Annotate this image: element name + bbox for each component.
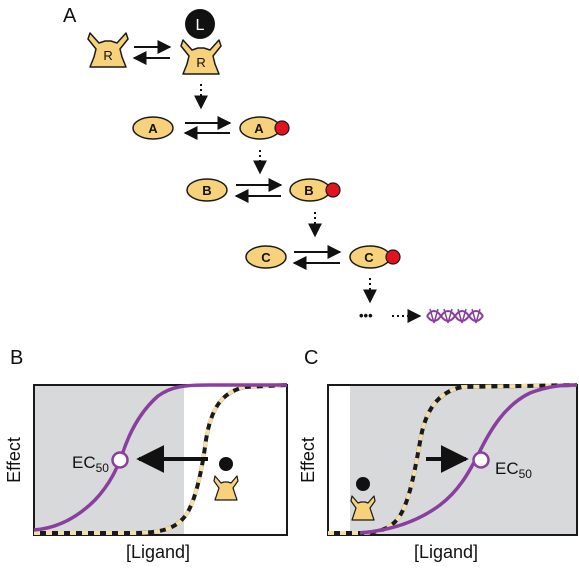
- dna-helix-icon: [426, 308, 484, 324]
- plot-c: EC50: [327, 383, 578, 536]
- kinase-b-label: B: [202, 183, 211, 198]
- ec50-marker-c: [472, 451, 490, 469]
- phosphate-b-icon: [325, 182, 341, 198]
- kinase-a-row: A A: [132, 116, 290, 140]
- kinase-c-active-label: C: [364, 250, 374, 265]
- axis-ylabel-b: Effect: [4, 437, 24, 483]
- receptor-label: R: [103, 48, 112, 63]
- kinase-c-inactive: [245, 245, 287, 269]
- ec50-marker-b: [111, 451, 129, 469]
- plot-b: EC50: [33, 383, 288, 536]
- kinase-b-inactive: [186, 178, 228, 202]
- ligand-icon: L: [185, 9, 215, 39]
- kinase-b-row: B B: [186, 178, 341, 203]
- axis-ylabel-c: Effect: [298, 437, 318, 483]
- phosphate-a-icon: [274, 120, 290, 136]
- kinase-b-active-label: B: [304, 183, 313, 198]
- receptor-ligand-icon-c: [350, 477, 376, 521]
- kinase-a-active-label: A: [254, 121, 264, 136]
- plot-c-frame: [327, 384, 578, 536]
- axis-xlabel-b: [Ligand]: [126, 542, 190, 562]
- ec50-label-b: EC50: [72, 453, 109, 475]
- phosphate-c-icon: [385, 249, 401, 265]
- receptor-free-icon: R: [87, 32, 129, 68]
- receptor-bound-icon: R: [180, 39, 222, 75]
- panel-c: C EC50 Effect [Ligand]: [298, 347, 578, 562]
- curve-b-reference-light: [34, 383, 288, 535]
- kinase-a-label: A: [148, 121, 158, 136]
- receptor-bound-label: R: [196, 55, 205, 70]
- receptor-ligand-icon-b: [213, 457, 239, 501]
- ligand-label: L: [196, 17, 205, 34]
- panel-a: A R R L A A: [63, 5, 484, 324]
- panel-b-label: B: [10, 347, 23, 369]
- cascade-ellipsis: •••: [359, 308, 373, 323]
- panel-b: B EC50 Effect [Ligand]: [4, 347, 288, 562]
- kinase-c-row: C C: [245, 245, 401, 270]
- ec50-label-c: EC50: [495, 459, 532, 481]
- kinase-c-label: C: [261, 250, 271, 265]
- axis-xlabel-c: [Ligand]: [414, 542, 478, 562]
- panel-c-label: C: [304, 347, 318, 369]
- plot-b-frame: [33, 384, 288, 536]
- panel-a-label: A: [63, 5, 77, 27]
- equilibrium-arrows-receptor: [132, 40, 172, 65]
- kinase-a-inactive: [132, 116, 174, 140]
